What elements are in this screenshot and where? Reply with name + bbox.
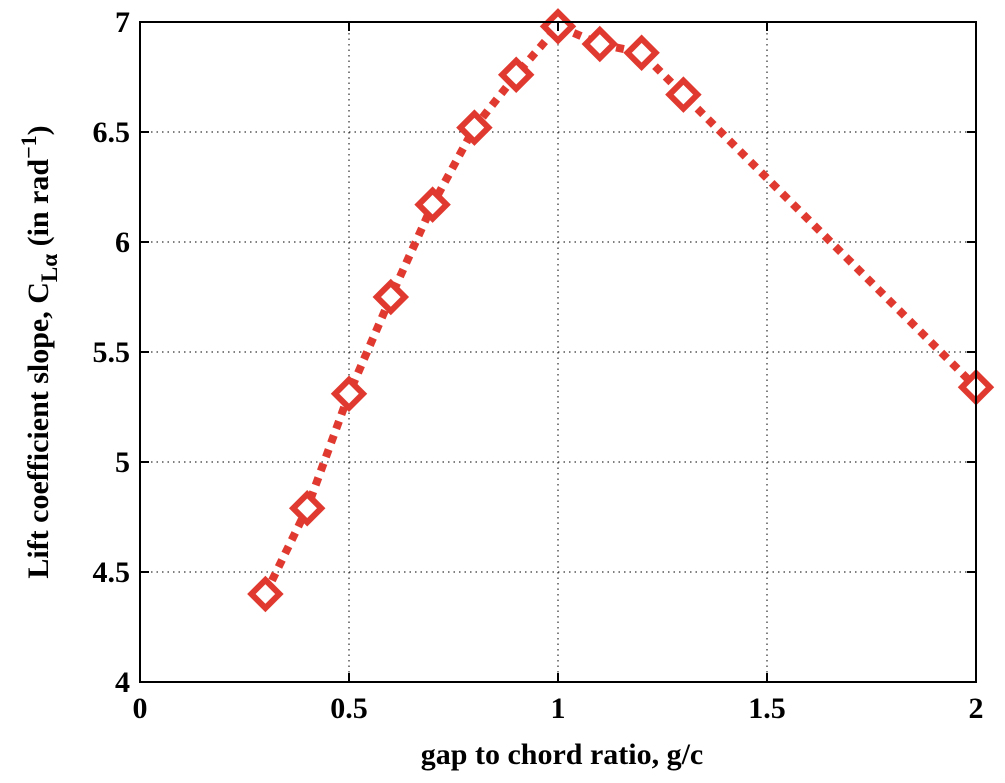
data-series (247, 8, 995, 613)
y-tick-label: 7 (115, 6, 130, 39)
data-point-diamond (247, 575, 284, 613)
data-point-diamond (288, 489, 326, 527)
axis-ticks (139, 21, 977, 683)
x-tick-label: 2 (969, 692, 984, 725)
data-point-diamond (581, 25, 619, 63)
data-point-diamond (623, 34, 660, 72)
series-line (261, 22, 979, 596)
tick-labels: 0 0.5 1 1.5 2 4 4.5 5 5.5 6 6.5 7 (93, 6, 984, 725)
data-point-diamond (330, 375, 368, 413)
y-tick-label: 4 (115, 666, 130, 699)
y-tick-label: 6 (115, 226, 130, 259)
y-axis-title: Lift coefficient slope, CLα (in rad−1) (16, 125, 62, 578)
y-axis-title-subscript: Lα (37, 254, 62, 282)
y-tick-label: 5.5 (93, 336, 131, 369)
y-tick-label: 5 (115, 446, 130, 479)
y-axis-title-unit: (in rad (22, 159, 55, 254)
y-axis-title-superscript: −1 (16, 135, 41, 159)
x-axis-title: gap to chord ratio, g/c (421, 738, 703, 771)
data-point-diamond (456, 109, 493, 146)
data-point-diamond (665, 76, 702, 113)
x-tick-label: 0 (133, 692, 148, 725)
y-axis-title-close: ) (22, 125, 55, 135)
y-tick-label: 4.5 (93, 556, 131, 589)
x-tick-label: 1 (551, 692, 566, 725)
data-point-diamond (497, 56, 535, 94)
x-tick-label: 0.5 (330, 692, 368, 725)
y-tick-label: 6.5 (93, 116, 131, 149)
y-axis-title-main: Lift coefficient slope, C (22, 282, 55, 579)
data-point-diamond (414, 186, 451, 223)
x-tick-label: 1.5 (748, 692, 786, 725)
data-point-diamond (372, 278, 410, 316)
grid-lines (140, 22, 976, 682)
